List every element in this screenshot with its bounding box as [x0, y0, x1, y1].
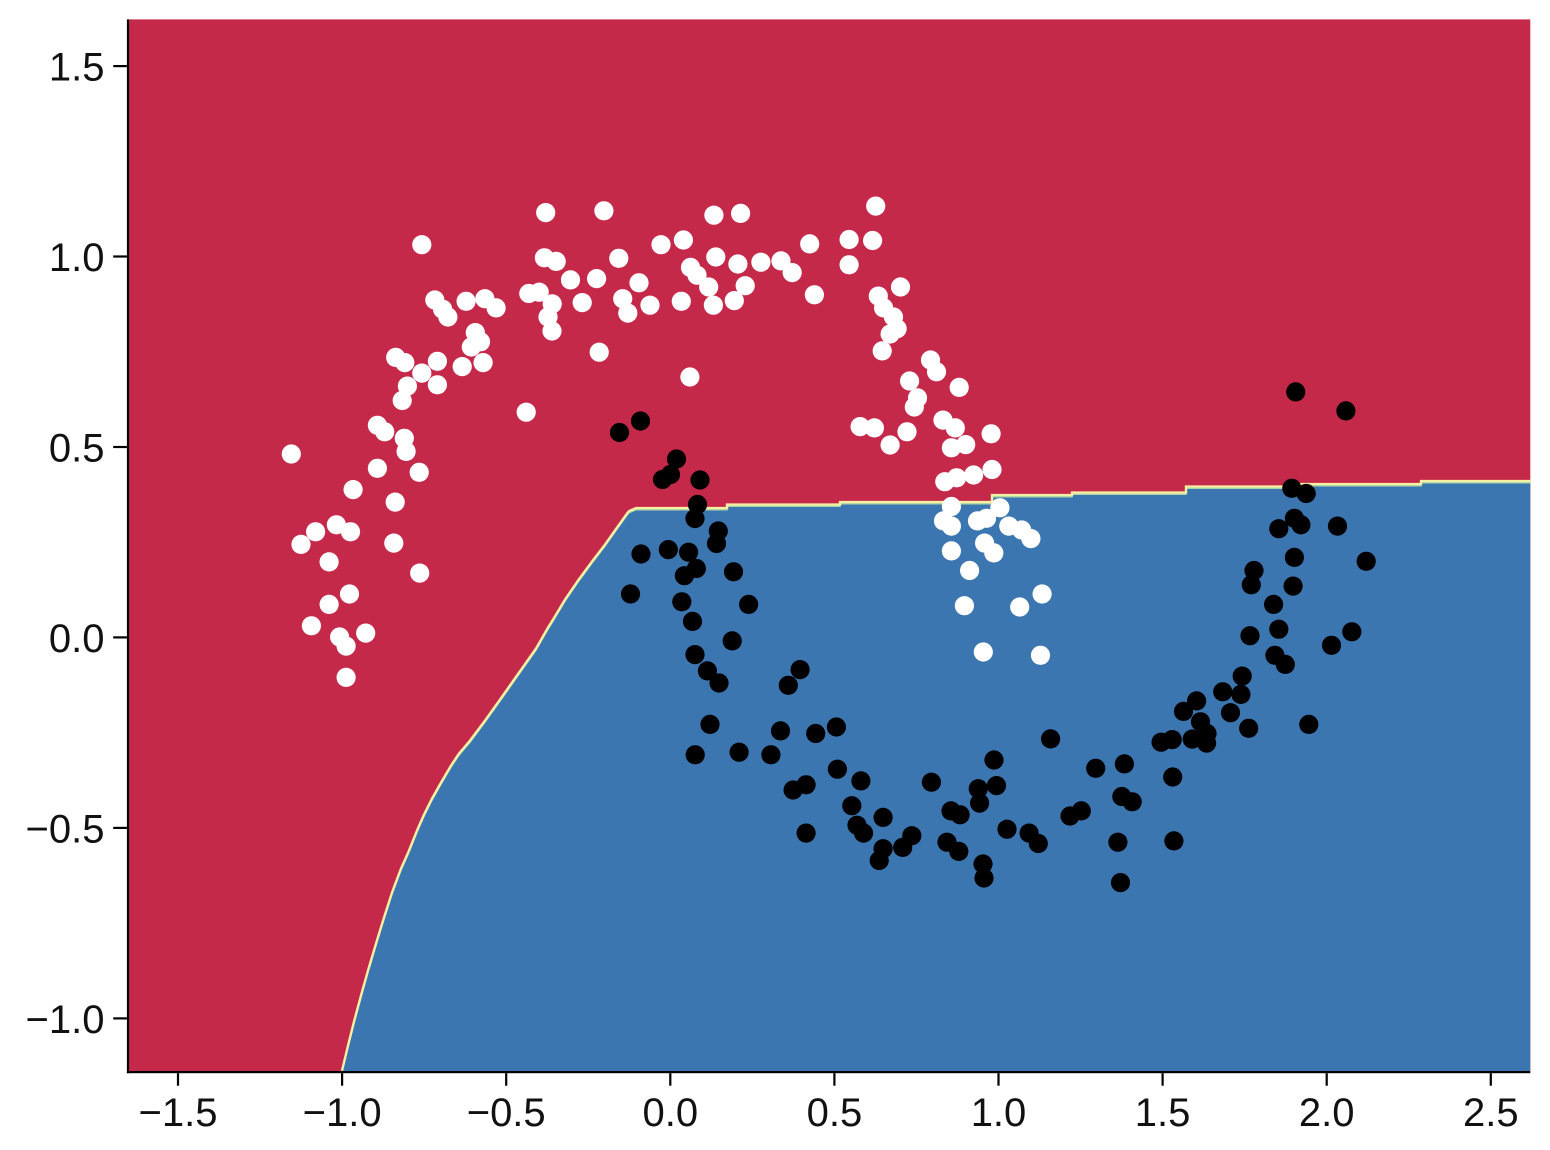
svg-text:0.5: 0.5 [49, 427, 105, 471]
svg-text:−0.5: −0.5 [467, 1091, 546, 1135]
svg-text:1.5: 1.5 [49, 46, 105, 90]
svg-text:−1.0: −1.0 [303, 1091, 382, 1135]
svg-text:−0.5: −0.5 [26, 808, 105, 852]
svg-text:0.0: 0.0 [49, 617, 105, 661]
svg-text:−1.5: −1.5 [139, 1091, 218, 1135]
svg-text:0.0: 0.0 [642, 1091, 698, 1135]
svg-text:−1.0: −1.0 [26, 998, 105, 1042]
svg-text:1.5: 1.5 [1135, 1091, 1191, 1135]
svg-text:1.0: 1.0 [49, 236, 105, 280]
svg-text:2.0: 2.0 [1299, 1091, 1355, 1135]
svg-text:1.0: 1.0 [971, 1091, 1027, 1135]
svg-text:0.5: 0.5 [807, 1091, 863, 1135]
svg-text:2.5: 2.5 [1463, 1091, 1519, 1135]
